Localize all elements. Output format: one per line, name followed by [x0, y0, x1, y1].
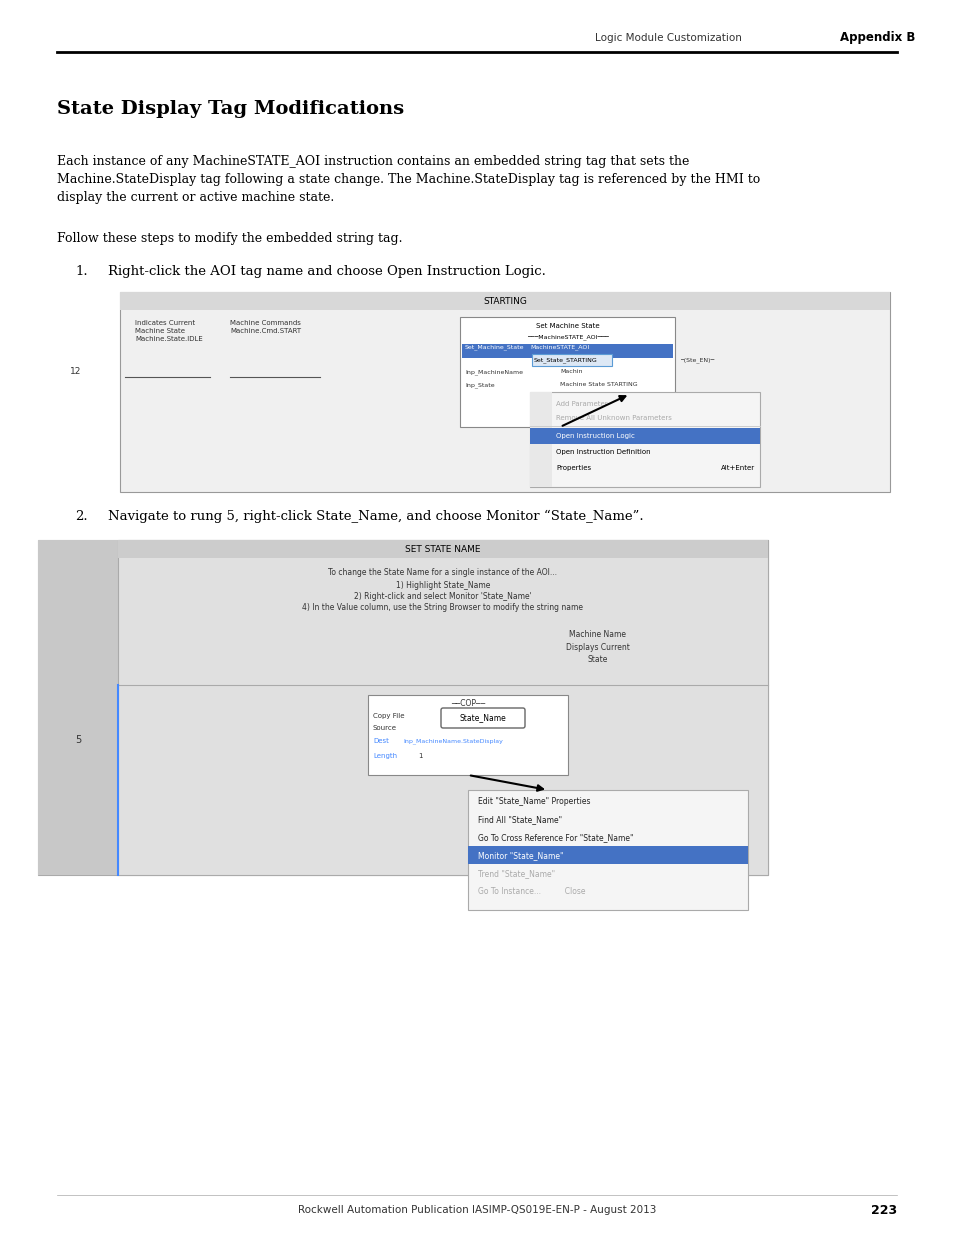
FancyBboxPatch shape [120, 291, 889, 310]
Text: 12: 12 [70, 368, 81, 377]
Text: SET STATE NAME: SET STATE NAME [405, 545, 480, 553]
Text: Logic Module Customization: Logic Module Customization [595, 33, 741, 43]
Text: 1: 1 [417, 753, 422, 760]
Text: Source: Source [373, 725, 396, 731]
FancyBboxPatch shape [38, 540, 767, 876]
FancyBboxPatch shape [532, 354, 612, 366]
Text: ───MachineSTATE_AOI───: ───MachineSTATE_AOI─── [526, 335, 608, 340]
Text: Alt+Enter: Alt+Enter [720, 466, 754, 471]
Text: 1.: 1. [75, 266, 88, 278]
Text: Navigate to rung 5, right-click State_Name, and choose Monitor “State_Name”.: Navigate to rung 5, right-click State_Na… [108, 510, 643, 524]
Text: 223: 223 [870, 1203, 896, 1216]
Text: ──COP──: ──COP── [451, 699, 485, 708]
Text: Appendix B: Appendix B [840, 32, 915, 44]
Text: Copy File: Copy File [373, 713, 404, 719]
Text: Go To Instance...          Close: Go To Instance... Close [477, 888, 585, 897]
Text: Dest: Dest [373, 739, 389, 743]
FancyBboxPatch shape [368, 695, 567, 776]
Text: 5: 5 [74, 735, 81, 745]
FancyBboxPatch shape [440, 708, 524, 727]
FancyBboxPatch shape [468, 790, 747, 910]
Text: Machin: Machin [559, 369, 582, 374]
Text: Properties: Properties [556, 466, 591, 471]
Text: Inp_MachineName.StateDisplay: Inp_MachineName.StateDisplay [402, 739, 502, 743]
Text: Trend "State_Name": Trend "State_Name" [477, 869, 555, 878]
Text: Machine.StateDisplay tag following a state change. The Machine.StateDisplay tag : Machine.StateDisplay tag following a sta… [57, 173, 760, 186]
Text: Machine Commands
Machine.Cmd.START: Machine Commands Machine.Cmd.START [230, 320, 301, 333]
Text: State Display Tag Modifications: State Display Tag Modifications [57, 100, 404, 119]
Text: Machine Name
Displays Current
State: Machine Name Displays Current State [565, 630, 629, 664]
Text: Go To Cross Reference For "State_Name": Go To Cross Reference For "State_Name" [477, 834, 633, 842]
Text: Add Parameter: Add Parameter [556, 401, 607, 408]
FancyBboxPatch shape [530, 391, 760, 487]
Text: Indicates Current
Machine State
Machine.State.IDLE: Indicates Current Machine State Machine.… [135, 320, 203, 342]
Text: 2.: 2. [75, 510, 88, 522]
Text: State_Name: State_Name [459, 714, 506, 722]
FancyBboxPatch shape [118, 540, 767, 876]
FancyBboxPatch shape [120, 291, 889, 492]
FancyBboxPatch shape [38, 540, 118, 876]
Text: 1) Highlight State_Name: 1) Highlight State_Name [395, 580, 490, 590]
Text: Set_Machine_State: Set_Machine_State [464, 345, 524, 350]
Text: 4) In the Value column, use the String Browser to modify the string name: 4) In the Value column, use the String B… [302, 603, 583, 613]
Text: Edit "State_Name" Properties: Edit "State_Name" Properties [477, 798, 590, 806]
Text: Follow these steps to modify the embedded string tag.: Follow these steps to modify the embedde… [57, 232, 402, 245]
Text: STARTING: STARTING [482, 296, 526, 305]
Text: Monitor "State_Name": Monitor "State_Name" [477, 851, 563, 861]
Text: Inp_MachineName: Inp_MachineName [464, 369, 522, 374]
Text: Open Instruction Definition: Open Instruction Definition [556, 450, 650, 454]
FancyBboxPatch shape [118, 540, 767, 558]
FancyBboxPatch shape [530, 391, 552, 487]
Text: 2) Right-click and select Monitor 'State_Name': 2) Right-click and select Monitor 'State… [354, 592, 532, 601]
Text: Inp_State: Inp_State [464, 382, 494, 388]
Text: Rockwell Automation Publication IASIMP-QS019E-EN-P - August 2013: Rockwell Automation Publication IASIMP-Q… [297, 1205, 656, 1215]
Text: ─(Ste_EN)─: ─(Ste_EN)─ [679, 357, 714, 363]
FancyBboxPatch shape [461, 345, 672, 358]
Text: Length: Length [373, 753, 396, 760]
Text: MachineSTATE_AOI: MachineSTATE_AOI [530, 345, 589, 350]
FancyBboxPatch shape [530, 429, 760, 445]
Text: Each instance of any MachineSTATE_AOI instruction contains an embedded string ta: Each instance of any MachineSTATE_AOI in… [57, 156, 689, 168]
FancyBboxPatch shape [459, 317, 675, 427]
Text: Right-click the AOI tag name and choose Open Instruction Logic.: Right-click the AOI tag name and choose … [108, 266, 545, 278]
Text: Set_State_STARTING: Set_State_STARTING [534, 357, 598, 363]
Text: Open Instruction Logic: Open Instruction Logic [556, 433, 634, 438]
Text: Set Machine State: Set Machine State [536, 324, 598, 329]
Text: display the current or active machine state.: display the current or active machine st… [57, 191, 334, 204]
Text: To change the State Name for a single instance of the AOI...: To change the State Name for a single in… [328, 568, 557, 577]
FancyBboxPatch shape [468, 846, 747, 864]
Text: Remove All Unknown Parameters: Remove All Unknown Parameters [556, 415, 671, 421]
Text: Machine State STARTING: Machine State STARTING [559, 382, 637, 387]
Text: Find All "State_Name": Find All "State_Name" [477, 815, 561, 825]
